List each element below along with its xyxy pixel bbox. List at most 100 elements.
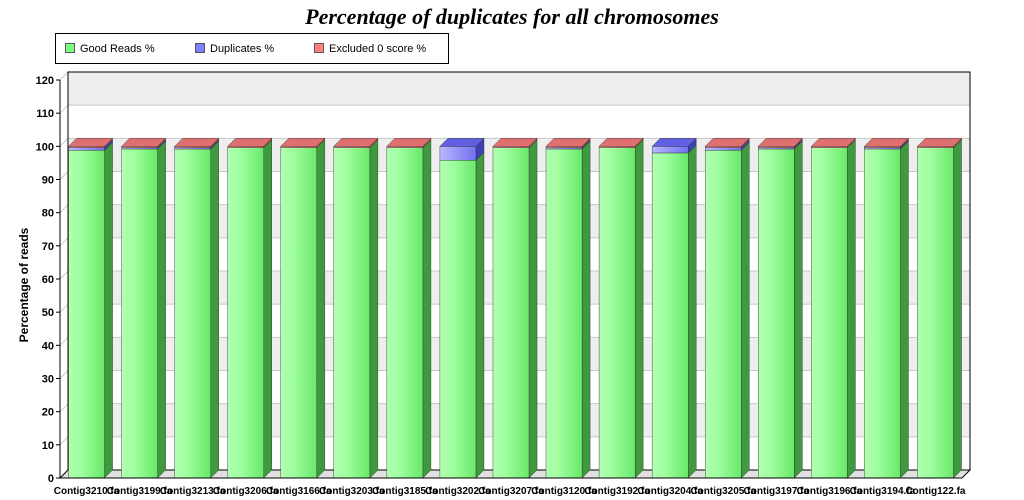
- y-tick-label: 60: [42, 274, 54, 286]
- y-tick-label: 20: [42, 407, 54, 419]
- bar-good-reads: [333, 147, 371, 479]
- bar-top-duplicates: [439, 138, 485, 147]
- x-tick-label: Contig3185.fa: [372, 486, 438, 497]
- bar-good-reads: [758, 148, 795, 479]
- bar-good-reads: [704, 150, 742, 479]
- x-tick-label: Contig3196.fa: [797, 486, 863, 497]
- x-tick-label: Contig3120.fa: [531, 486, 597, 497]
- bar-top-excluded: [227, 138, 273, 147]
- x-tick-label: Contig3197.fa: [744, 486, 810, 497]
- bar-good-reads: [811, 147, 848, 479]
- bar-side-good-reads: [634, 139, 644, 479]
- y-tick-label: 30: [42, 374, 54, 386]
- legend-swatch-duplicates: [195, 43, 205, 53]
- legend-swatch-excluded: [314, 43, 324, 53]
- legend-item-good-reads: Good Reads %: [65, 43, 155, 55]
- x-tick-label: Contig3205.fa: [690, 486, 756, 497]
- bar-duplicates: [704, 147, 742, 151]
- bar-side-good-reads: [847, 139, 856, 479]
- x-tick-label: Contig3192.fa: [584, 486, 650, 497]
- bar-side-good-reads: [688, 144, 697, 479]
- gridline-side: [59, 270, 69, 280]
- x-tick-label: Contig3206.fa: [213, 486, 279, 497]
- bar-side-good-reads: [316, 139, 326, 479]
- bar-side-good-reads: [581, 140, 591, 479]
- bar-top-excluded: [863, 138, 909, 147]
- bar-top-excluded: [598, 138, 644, 147]
- y-tick-label: 100: [36, 141, 54, 153]
- legend-swatch-good-reads: [65, 43, 75, 53]
- gridline-side: [59, 171, 69, 180]
- bar-good-reads: [439, 160, 477, 479]
- bar-good-reads: [280, 147, 318, 479]
- bar-good-reads: [917, 147, 954, 479]
- chart-title: Percentage of duplicates for all chromos…: [305, 4, 719, 29]
- y-tick-label: 110: [36, 108, 54, 120]
- bar-good-reads: [598, 147, 636, 479]
- bar-good-reads: [492, 147, 530, 479]
- x-tick-label: Contig122.fa: [905, 486, 965, 497]
- x-tick-label: Contig3210.fa: [54, 486, 120, 497]
- x-tick-label: Contig3203.fa: [319, 486, 385, 497]
- bar-good-reads: [121, 148, 158, 479]
- bar-top-excluded: [757, 138, 803, 147]
- bar-side-good-reads: [157, 140, 166, 479]
- bar-duplicates: [439, 146, 477, 161]
- y-tick-label: 0: [48, 473, 54, 485]
- x-tick-label: Contig3213.fa: [160, 486, 226, 497]
- legend-label-good-reads: Good Reads %: [80, 43, 155, 55]
- bar-top-excluded: [121, 138, 167, 147]
- x-tick-label: Contig3199.fa: [107, 486, 173, 497]
- y-tick-label: 10: [42, 440, 54, 452]
- bar-side-good-reads: [422, 139, 432, 479]
- bar-good-reads: [68, 150, 105, 479]
- gridline-side: [59, 104, 69, 114]
- bar-top-excluded: [280, 138, 326, 147]
- y-tick-label: 120: [36, 75, 54, 87]
- legend-item-duplicates: Duplicates %: [195, 43, 274, 55]
- y-tick-label: 50: [42, 307, 54, 319]
- bar-good-reads: [545, 148, 583, 479]
- bar-good-reads: [174, 148, 211, 479]
- bar-top-excluded: [68, 138, 114, 147]
- gridline-side: [59, 370, 69, 379]
- bar-duplicates: [651, 146, 689, 154]
- gridline-side: [59, 204, 69, 214]
- gridline-side: [59, 436, 69, 446]
- bar-top-excluded: [810, 138, 856, 147]
- gridline-side: [59, 71, 69, 81]
- bar-top-excluded: [704, 138, 750, 147]
- bar-side-good-reads: [369, 139, 379, 479]
- bar-top-excluded: [492, 138, 538, 147]
- legend-label-duplicates: Duplicates %: [210, 43, 275, 55]
- y-tick-label: 70: [42, 241, 54, 253]
- x-tick-label: Contig3204.fa: [637, 486, 703, 497]
- bar-side-good-reads: [475, 151, 485, 479]
- gridline-side: [59, 237, 69, 247]
- legend-item-excluded: Excluded 0 score %: [314, 43, 426, 55]
- bar-good-reads: [386, 147, 424, 479]
- legend: Good Reads % Duplicates % Excluded 0 sco…: [55, 33, 449, 64]
- gridline-side: [59, 336, 69, 346]
- bar-good-reads: [651, 152, 689, 479]
- y-axis-label: Percentage of reads: [17, 227, 31, 342]
- bar-side-good-reads: [900, 140, 909, 479]
- bar-side-good-reads: [794, 140, 803, 479]
- bar-side-good-reads: [263, 139, 272, 479]
- bar-top-excluded: [545, 138, 591, 147]
- grid-band: [68, 72, 970, 106]
- bar-side-good-reads: [210, 140, 219, 479]
- y-tick-label: 40: [42, 340, 54, 352]
- gridline-side: [59, 403, 69, 413]
- bar-side-good-reads: [953, 139, 962, 479]
- bar-side-good-reads: [528, 139, 538, 479]
- bar-side-good-reads: [104, 141, 113, 479]
- bar-top-excluded: [174, 138, 220, 147]
- bar-duplicates: [68, 147, 105, 151]
- y-tick-label: 90: [42, 175, 54, 187]
- gridline-side: [59, 303, 69, 313]
- gridline-side: [59, 137, 69, 147]
- bar-side-good-reads: [741, 141, 750, 479]
- legend-label-excluded: Excluded 0 score %: [329, 43, 427, 55]
- bar-top-excluded: [333, 138, 379, 147]
